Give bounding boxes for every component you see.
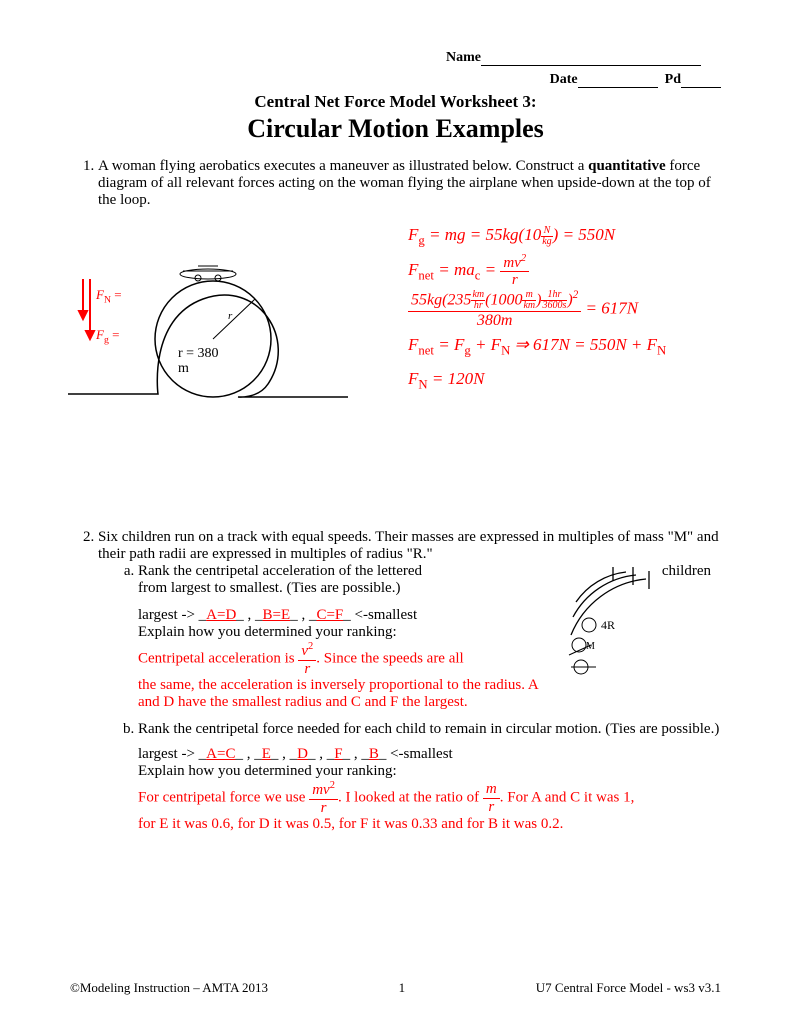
eq-fn-result: FN = 120N xyxy=(408,363,666,397)
worksheet-title: Circular Motion Examples xyxy=(70,114,721,144)
header-fields: Name Date Pd xyxy=(70,50,721,88)
fn-label: FN = xyxy=(96,287,122,302)
q2b-explanation: For centripetal force we use mv2r. I loo… xyxy=(138,780,721,833)
q1-equations: Fg = mg = 55kg(10Nkg) = 550N Fnet = mac … xyxy=(408,219,666,397)
q2b-ranking: largest -> _A=C_ , _E_ , _D_ , _F_ , _B_… xyxy=(138,746,721,763)
q2a-line2: from largest to smallest. (Ties are poss… xyxy=(138,580,400,596)
q1-text-bold: quantitative xyxy=(588,158,666,174)
name-label: Name xyxy=(446,50,481,65)
eq-fnet: Fnet = mac = mv2r xyxy=(408,253,666,289)
footer-center: 1 xyxy=(399,980,406,996)
q1-text-a: A woman flying aerobatics executes a man… xyxy=(98,158,588,174)
page-footer: ©Modeling Instruction – AMTA 2013 1 U7 C… xyxy=(70,980,721,996)
loop-diagram: r r = 380 m xyxy=(68,219,348,419)
worksheet-subtitle: Central Net Force Model Worksheet 3: xyxy=(70,92,721,112)
q2-intro: Six children run on a track with equal s… xyxy=(98,529,719,562)
worksheet-page: Name Date Pd Central Net Force Model Wor… xyxy=(0,0,791,1024)
q2b: Rank the centripetal force needed for ea… xyxy=(138,721,721,833)
eq-sum: Fnet = Fg + FN ⇒ 617N = 550N + FN xyxy=(408,329,666,363)
footer-left: ©Modeling Instruction – AMTA 2013 xyxy=(70,980,268,996)
fg-label: Fg = xyxy=(96,327,119,342)
q2a-floatword: children xyxy=(662,563,711,580)
radius-letter: r xyxy=(228,310,233,322)
eq-fg: Fg = mg = 55kg(10Nkg) = 550N xyxy=(408,219,666,253)
problem-2: Six children run on a track with equal s… xyxy=(98,529,721,833)
q2b-text: Rank the centripetal force needed for ea… xyxy=(138,721,719,737)
date-label: Date xyxy=(550,72,578,87)
footer-right: U7 Central Force Model - ws3 v3.1 xyxy=(536,980,721,996)
q2a-line1: Rank the centripetal acceleration of the… xyxy=(138,563,422,579)
pd-label: Pd xyxy=(665,72,681,87)
svg-text:m: m xyxy=(178,361,189,376)
problem-1: A woman flying aerobatics executes a man… xyxy=(98,158,721,479)
q2a-explanation: Centripetal acceleration is v2r. Since t… xyxy=(138,641,538,711)
svg-text:r = 380: r = 380 xyxy=(178,346,219,361)
eq-calc: 55kg(235kmhr(1000mkm)1hr3600s)2 380m = 6… xyxy=(408,289,666,330)
svg-text:4R: 4R xyxy=(601,618,615,632)
q2b-explain-label: Explain how you determined your ranking: xyxy=(138,763,721,780)
track-diagram: 4R M xyxy=(541,567,661,697)
